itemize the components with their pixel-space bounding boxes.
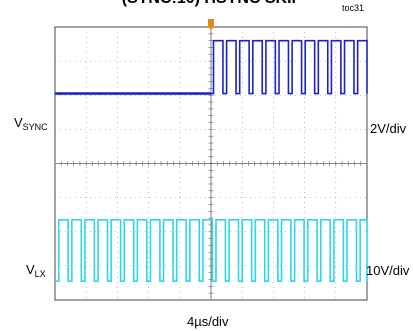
scope-traces	[55, 39, 368, 283]
vlx-label: VLX	[26, 262, 46, 279]
time-scale-label: 4µs/div	[187, 314, 229, 329]
trigger-marker	[208, 19, 214, 30]
page-title: (SYNC:10) HSYNC SKIP	[92, 0, 332, 8]
vsync-trace-noise	[55, 92, 211, 96]
trigger-marker-shape	[208, 19, 214, 30]
vlx-trace	[55, 219, 368, 283]
vsync-scale-label: 2V/div	[370, 121, 407, 136]
vlx-scale-label: 10V/div	[366, 263, 410, 278]
figure-id: toc31	[342, 3, 365, 13]
vsync-label: VSYNC	[14, 115, 48, 132]
vsync-trace	[55, 39, 368, 95]
